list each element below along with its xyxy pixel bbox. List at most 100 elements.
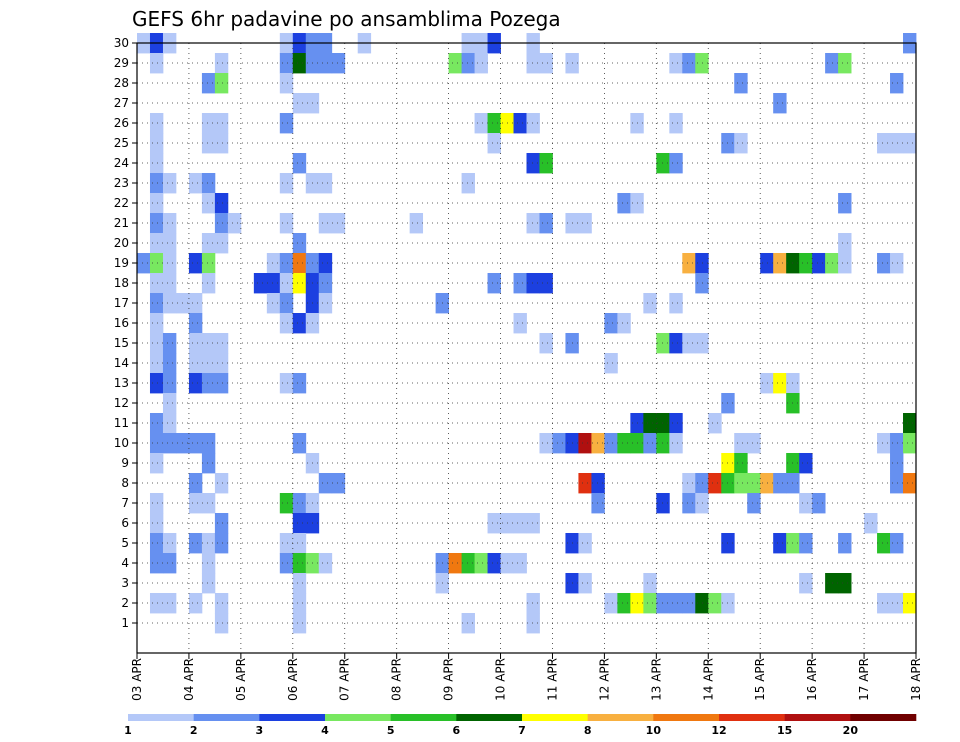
heatmap-cell (903, 593, 917, 614)
heatmap-cell (526, 53, 540, 74)
heatmap-cell (214, 193, 229, 214)
gridlines (137, 42, 917, 653)
heatmap-cell (903, 433, 917, 454)
heatmap-cell (149, 293, 164, 314)
heatmap-cell (201, 353, 216, 374)
heatmap-cell (461, 173, 475, 194)
heatmap-cell (214, 133, 229, 154)
y-tick-label: 17 (114, 296, 129, 310)
colorbar-swatch (719, 714, 785, 721)
colorbar-swatch (850, 714, 917, 721)
heatmap-cell (149, 153, 164, 174)
heatmap-cell (708, 473, 722, 494)
heatmap-cell (279, 73, 294, 94)
heatmap-cell (201, 433, 216, 454)
heatmap-cell (669, 153, 683, 174)
heatmap-cell (890, 533, 904, 554)
x-tick-label: 16 APR (805, 658, 819, 701)
colorbar-swatch (784, 714, 851, 721)
heatmap-cell (253, 273, 268, 294)
colorbar-label: 8 (584, 724, 592, 737)
heatmap-cell (162, 173, 177, 194)
heatmap-cell (617, 313, 631, 334)
heatmap-cell (539, 213, 553, 234)
colorbar-swatch (587, 714, 654, 721)
heatmap-cell (695, 253, 709, 274)
heatmap-cell (890, 253, 904, 274)
heatmap-cell (838, 533, 852, 554)
heatmap-cell (760, 473, 774, 494)
heatmap-cell (188, 333, 203, 354)
heatmap-cell (266, 253, 281, 274)
x-axis-ticks: 03 APR 04 APR 05 APR 06 APR 07 APR 08 APR 09 A… (130, 653, 923, 701)
heatmap-cell (279, 53, 294, 74)
heatmap-cell (201, 233, 216, 254)
heatmap-cell (201, 273, 216, 294)
heatmap-cell (149, 493, 164, 514)
heatmap-cell (292, 153, 307, 174)
heatmap-cell (201, 173, 216, 194)
heatmap-cell (747, 493, 761, 514)
heatmap-cell (292, 433, 307, 454)
plot-frame (136, 42, 917, 654)
x-tick-label: 18 APR (909, 658, 923, 701)
x-tick-label: 04 APR (182, 658, 196, 701)
heatmap-cell (318, 173, 333, 194)
heatmap-cell (162, 413, 177, 434)
heatmap-cell (474, 53, 488, 74)
heatmap-cell (214, 333, 229, 354)
x-tick-label: 03 APR (130, 658, 144, 701)
heatmap-cell (292, 313, 307, 334)
heatmap-cell (292, 253, 307, 274)
heatmap-cell (188, 533, 203, 554)
heatmap-cell (604, 313, 618, 334)
heatmap-cell (695, 473, 709, 494)
y-tick-label: 4 (121, 556, 129, 570)
heatmap-cell (513, 513, 527, 534)
heatmap-cell (838, 193, 852, 214)
y-tick-label: 28 (114, 76, 129, 90)
heatmap-cell (656, 413, 670, 434)
x-tick-label: 07 APR (338, 658, 352, 701)
heatmap-cell (877, 593, 891, 614)
heatmap-cell (591, 493, 605, 514)
heatmap-cell (578, 473, 592, 494)
heatmap-cell (292, 573, 307, 594)
heatmap-cell (656, 593, 670, 614)
heatmap-cell (162, 273, 177, 294)
heatmap-cell (799, 453, 813, 474)
heatmap-cell (552, 433, 566, 454)
heatmap-cell (201, 333, 216, 354)
heatmap-cell (747, 473, 761, 494)
heatmap-cell (513, 313, 527, 334)
heatmap-cell (539, 433, 553, 454)
heatmap-cell (903, 473, 917, 494)
heatmap-cell (279, 533, 294, 554)
heatmap-cell (461, 53, 475, 74)
y-tick-label: 6 (121, 516, 129, 530)
heatmap-cell (773, 533, 787, 554)
heatmap-cell (318, 273, 333, 294)
heatmap-cell (149, 353, 164, 374)
y-tick-label: 18 (114, 276, 129, 290)
heatmap-cell (578, 433, 592, 454)
heatmap-cell (539, 333, 553, 354)
heatmap-cell (292, 613, 307, 634)
heatmap-cell (292, 273, 307, 294)
colorbar-label: 15 (777, 724, 792, 737)
heatmap-cell (279, 213, 294, 234)
heatmap-cell (526, 593, 540, 614)
heatmap-cell (149, 233, 164, 254)
heatmap-cell (513, 553, 527, 574)
y-tick-label: 25 (114, 136, 129, 150)
heatmap-cell (214, 373, 229, 394)
heatmap-cell (149, 533, 164, 554)
y-axis-ticks: 1234567891011121314151617181920212223242… (114, 36, 137, 630)
heatmap-cell (201, 573, 216, 594)
heatmap-cell (708, 593, 722, 614)
heatmap-cell (448, 553, 462, 574)
heatmap-cell (747, 433, 761, 454)
heatmap-cell (877, 133, 891, 154)
heatmap-cell (188, 473, 203, 494)
